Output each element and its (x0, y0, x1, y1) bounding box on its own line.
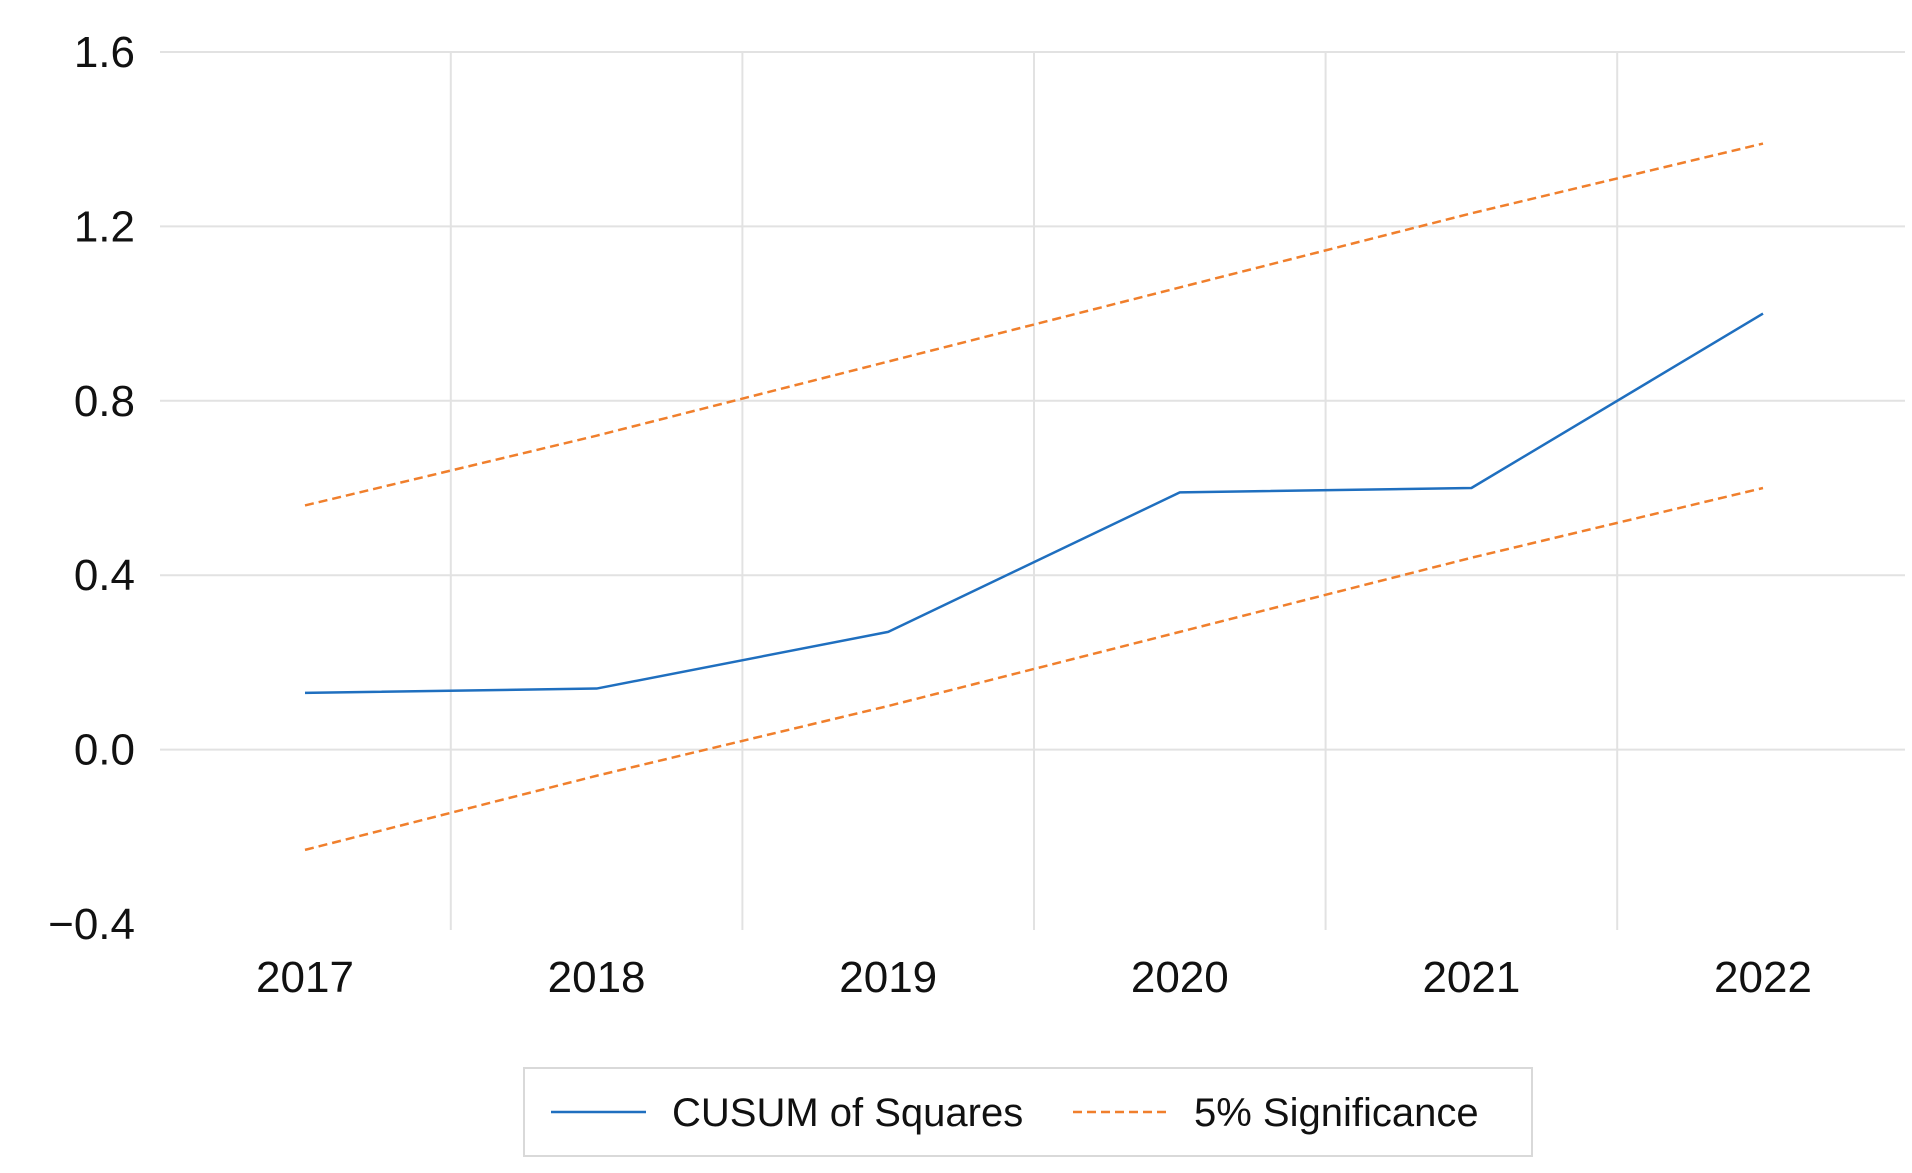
x-tick-label: 2018 (548, 953, 646, 1002)
grid-layer (160, 51, 1905, 930)
y-tick-label: 0.8 (74, 377, 135, 426)
x-tick-label: 2022 (1714, 953, 1812, 1002)
upper-significance-line (304, 142, 1764, 507)
legend: CUSUM of Squares 5% Significance (523, 1067, 1533, 1157)
x-tick-label: 2019 (839, 953, 937, 1002)
legend-box (523, 1067, 1533, 1157)
lower-significance-line (304, 486, 1764, 852)
legend-label-cusum: CUSUM of Squares (672, 1091, 1023, 1135)
cusum-line (304, 312, 1764, 695)
x-tick-label: 2021 (1422, 953, 1520, 1002)
x-axis-ticks: 2017 2018 2019 2020 2021 2022 (256, 953, 1812, 1002)
x-tick-label: 2020 (1131, 953, 1229, 1002)
series-layer (304, 142, 1764, 852)
y-tick-label: −0.4 (48, 900, 135, 949)
y-tick-label: 0.0 (74, 726, 135, 775)
y-axis-ticks: 1.6 1.2 0.8 0.4 0.0 −0.4 (48, 28, 135, 949)
y-tick-label: 0.4 (74, 551, 135, 600)
x-tick-label: 2017 (256, 953, 354, 1002)
legend-label-significance: 5% Significance (1194, 1091, 1479, 1135)
y-tick-label: 1.6 (74, 28, 135, 77)
y-tick-label: 1.2 (74, 202, 135, 251)
